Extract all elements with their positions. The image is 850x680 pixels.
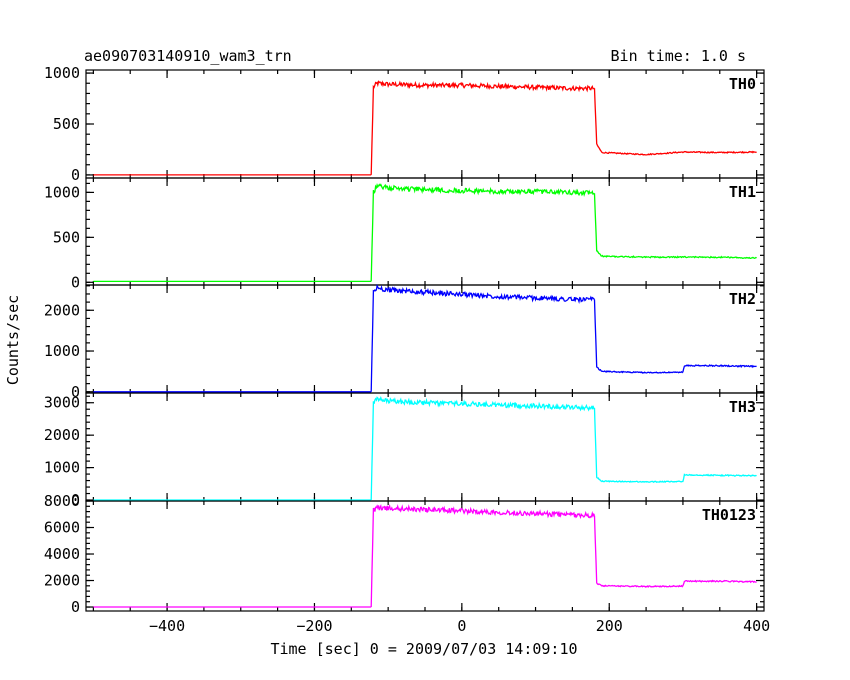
series-line-th0 [370,80,595,175]
y-tick-label: 0 [71,598,80,616]
panel-name-label: TH1 [729,183,756,201]
series-line-th0123 [593,515,757,588]
series-line-th3 [370,395,595,501]
y-tick-label: 2000 [44,572,80,590]
series-line-th3 [593,407,757,484]
panel-th0123: 0 2000 4000 6000 8000 TH0123 [44,492,765,616]
y-tick-label: 1000 [44,183,80,201]
y-tick-label: 500 [53,228,80,246]
y-axis-title: Counts/sec [4,295,22,385]
x-tick-label: −200 [296,617,332,635]
x-tick-label: 0 [457,617,466,635]
panel-frame [85,177,765,286]
y-tick-label: 0 [71,491,80,509]
panel-th3: 0 1000 2000 3000 TH3 [44,392,765,509]
panel-name-label: TH0 [729,75,756,93]
series-line-th0123 [370,503,596,608]
series-line-th2 [370,284,596,392]
panel-th0: 0 500 1000 TH0 [44,64,765,184]
series-line-th2 [593,299,757,374]
y-tick-label: 500 [53,115,80,133]
y-tick-label: 4000 [44,545,80,563]
y-tick-label: 0 [71,383,80,401]
panel-name-label: TH2 [729,290,756,308]
series-line-th1 [370,183,595,282]
y-tick-label: 1000 [44,459,80,477]
series-line-th0 [593,88,757,156]
y-tick-label: 1000 [44,64,80,82]
bin-time-label: Bin time: 1.0 s [611,47,746,65]
y-tick-label: 0 [71,273,80,291]
y-tick-label: 1000 [44,342,80,360]
y-tick-label: 3000 [44,394,80,412]
x-tick-label: 400 [743,617,770,635]
y-tick-label: 6000 [44,519,80,537]
panel-name-label: TH3 [729,398,756,416]
panel-frame [85,500,765,612]
panel-frame [85,69,765,179]
x-axis-title: Time [sec] 0 = 2009/07/03 14:09:10 [270,640,577,658]
x-tick-label: 200 [596,617,623,635]
panel-th2: 0 1000 2000 TH2 [44,284,765,401]
x-tick-label: −400 [149,617,185,635]
chart-title: ae090703140910_wam3_trn [84,47,292,65]
panel-frame [85,392,765,502]
panel-frame [85,284,765,394]
y-tick-label: 0 [71,166,80,184]
panel-name-label: TH0123 [702,506,756,524]
panel-th1: 0 500 1000 TH1 [44,177,765,291]
y-tick-label: 8000 [44,492,80,510]
y-tick-label: 2000 [44,301,80,319]
y-tick-label: 2000 [44,426,80,444]
series-line-th1 [593,193,757,260]
